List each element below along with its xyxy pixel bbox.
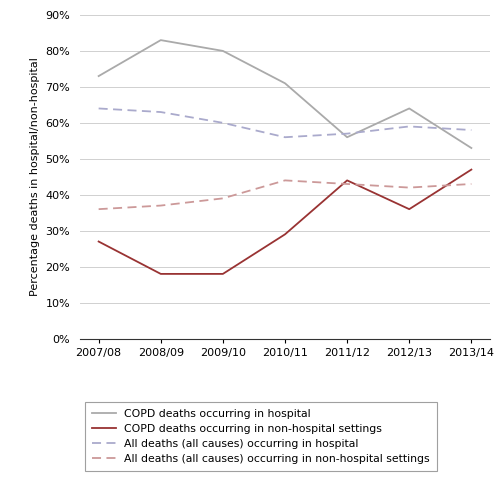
Legend: COPD deaths occurring in hospital, COPD deaths occurring in non-hospital setting: COPD deaths occurring in hospital, COPD … — [86, 402, 436, 471]
Y-axis label: Percentage deaths in hospital/non-hospital: Percentage deaths in hospital/non-hospit… — [30, 57, 40, 296]
